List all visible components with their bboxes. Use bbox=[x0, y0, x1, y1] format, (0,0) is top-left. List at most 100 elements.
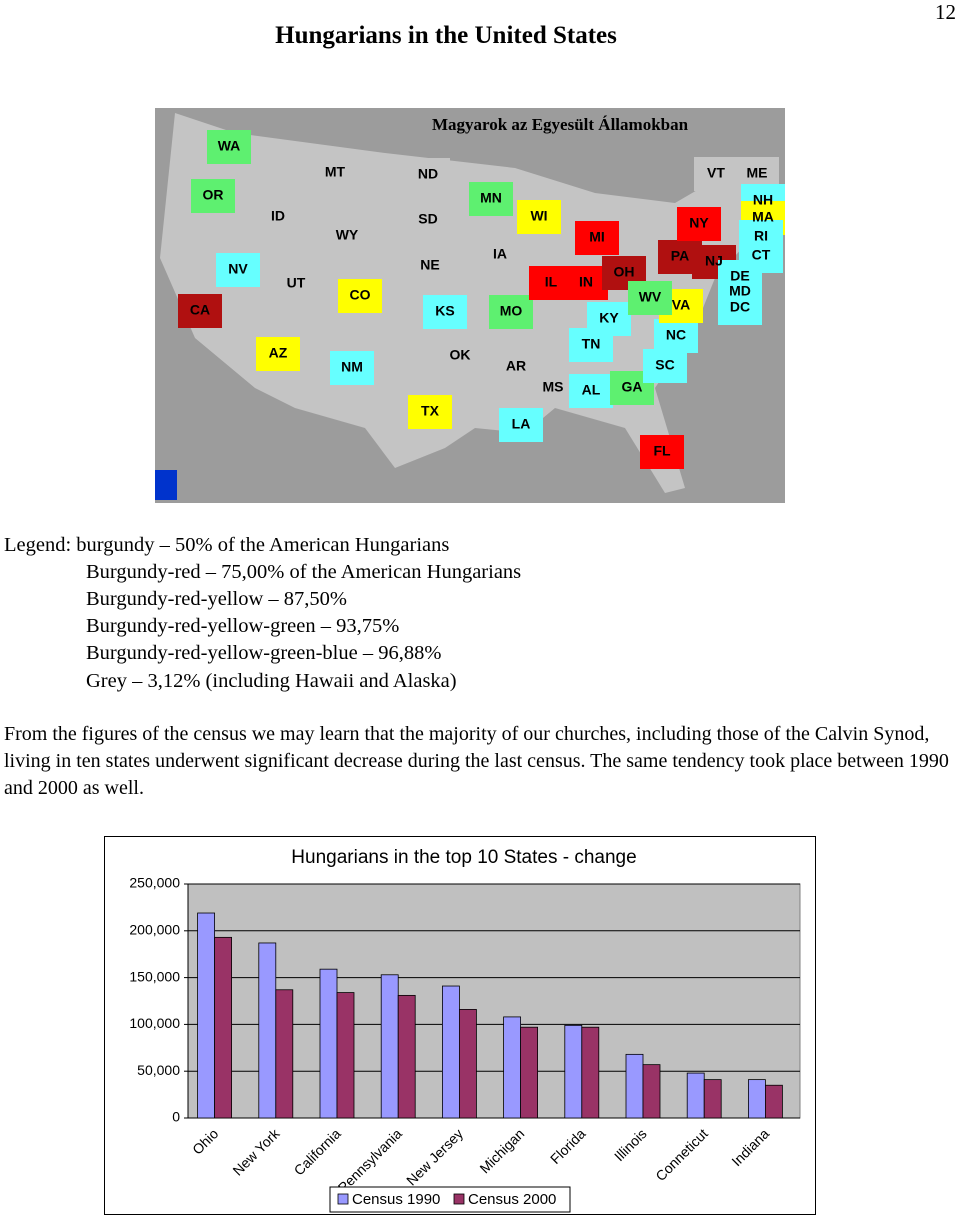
state-label: NM bbox=[341, 359, 363, 375]
state-label: PA bbox=[671, 248, 689, 264]
state bbox=[643, 349, 687, 383]
legend-line: Burgundy-red-yellow – 87,50% bbox=[86, 588, 347, 610]
state-label: MN bbox=[480, 190, 502, 206]
state bbox=[564, 266, 608, 300]
legend-line: Grey – 3,12% (including Hawaii and Alask… bbox=[86, 670, 457, 692]
state bbox=[494, 350, 538, 384]
y-tick-label: 250,000 bbox=[129, 875, 180, 891]
state-label: NY bbox=[689, 215, 709, 231]
state bbox=[640, 435, 684, 469]
state bbox=[325, 219, 369, 253]
state bbox=[694, 157, 738, 191]
bar bbox=[397, 994, 416, 1119]
bar bbox=[197, 912, 215, 1119]
state bbox=[569, 328, 613, 362]
bar bbox=[380, 974, 399, 1119]
state-label: WY bbox=[336, 227, 359, 243]
state-label: AR bbox=[506, 358, 526, 374]
y-tick-label: 50,000 bbox=[137, 1062, 180, 1078]
bar bbox=[765, 1084, 783, 1119]
state-label: ID bbox=[271, 208, 285, 224]
legend-swatch bbox=[453, 1193, 465, 1205]
state bbox=[256, 337, 300, 371]
flag-icon bbox=[155, 470, 177, 500]
state-label: NJ bbox=[705, 253, 723, 269]
state-label: VT bbox=[707, 165, 725, 181]
state bbox=[531, 371, 575, 405]
state bbox=[274, 267, 318, 301]
legend-swatch bbox=[337, 1193, 349, 1205]
state-label: DC bbox=[730, 299, 750, 315]
bar bbox=[520, 1026, 539, 1119]
state bbox=[216, 253, 260, 287]
state-label: MI bbox=[589, 229, 605, 245]
bar bbox=[581, 1026, 600, 1119]
bar bbox=[564, 1024, 583, 1119]
state bbox=[406, 158, 450, 192]
state-label: GA bbox=[622, 379, 643, 395]
bar bbox=[625, 1053, 644, 1119]
state bbox=[478, 238, 522, 272]
state bbox=[628, 281, 672, 315]
state-label: VA bbox=[672, 297, 690, 313]
state-label: IA bbox=[493, 246, 507, 262]
y-tick-label: 150,000 bbox=[129, 968, 180, 984]
state-label: OK bbox=[450, 347, 471, 363]
state bbox=[517, 200, 561, 234]
state-label: TN bbox=[582, 336, 601, 352]
state bbox=[178, 294, 222, 328]
bar bbox=[458, 1009, 477, 1119]
state bbox=[408, 395, 452, 429]
state-label: MA bbox=[752, 209, 774, 225]
state-label: DE bbox=[730, 268, 749, 284]
state-label: ND bbox=[418, 166, 438, 182]
legend-line: Burgundy-red-yellow-green – 93,75% bbox=[86, 615, 400, 637]
state-label: IL bbox=[545, 274, 558, 290]
state-label: KS bbox=[435, 303, 454, 319]
state bbox=[406, 203, 450, 237]
state bbox=[338, 279, 382, 313]
map-title: Magyarok az Egyesült Államokban bbox=[432, 115, 689, 134]
state-label: AZ bbox=[269, 345, 288, 361]
page-title: Hungarians in the United States bbox=[275, 22, 617, 49]
state-label: FL bbox=[653, 443, 671, 459]
state-label: RI bbox=[754, 228, 768, 244]
state-label: LA bbox=[512, 416, 531, 432]
chart: Hungarians in the top 10 States - change… bbox=[104, 836, 816, 1215]
legend-label: Census 1990 bbox=[352, 1191, 440, 1208]
y-tick-label: 200,000 bbox=[129, 922, 180, 938]
state-label: NH bbox=[753, 192, 773, 208]
state-label: OH bbox=[614, 264, 635, 280]
y-tick-label: 100,000 bbox=[129, 1015, 180, 1031]
state bbox=[499, 408, 543, 442]
state bbox=[423, 295, 467, 329]
state-label: IN bbox=[579, 274, 593, 290]
state-label: TX bbox=[421, 403, 440, 419]
bar bbox=[275, 989, 294, 1119]
state-label: MS bbox=[543, 379, 564, 395]
state-label: KY bbox=[599, 310, 619, 326]
state-label: MO bbox=[500, 303, 523, 319]
state bbox=[677, 207, 721, 241]
state bbox=[330, 351, 374, 385]
legend-label: Census 2000 bbox=[468, 1191, 556, 1208]
state-label: WI bbox=[530, 208, 547, 224]
legend-line: Legend: burgundy – 50% of the American H… bbox=[4, 534, 450, 556]
bar bbox=[214, 936, 232, 1119]
state bbox=[256, 200, 300, 234]
state-label: CT bbox=[752, 247, 771, 263]
state bbox=[489, 295, 533, 329]
state bbox=[438, 339, 482, 373]
page-number: 12 bbox=[935, 0, 956, 24]
state-label: SC bbox=[655, 357, 674, 373]
legend-line: Burgundy-red – 75,00% of the American Hu… bbox=[86, 561, 522, 583]
bar bbox=[258, 942, 277, 1119]
state-label: MD bbox=[729, 283, 751, 299]
bar bbox=[441, 985, 460, 1119]
bar bbox=[686, 1072, 705, 1119]
state bbox=[569, 374, 613, 408]
bar bbox=[336, 992, 355, 1119]
state bbox=[575, 221, 619, 255]
map: WA OR CA NV ID MT WY UT AZ CO NM ND SD NE KS OK TX MN IA MO… bbox=[155, 108, 785, 503]
